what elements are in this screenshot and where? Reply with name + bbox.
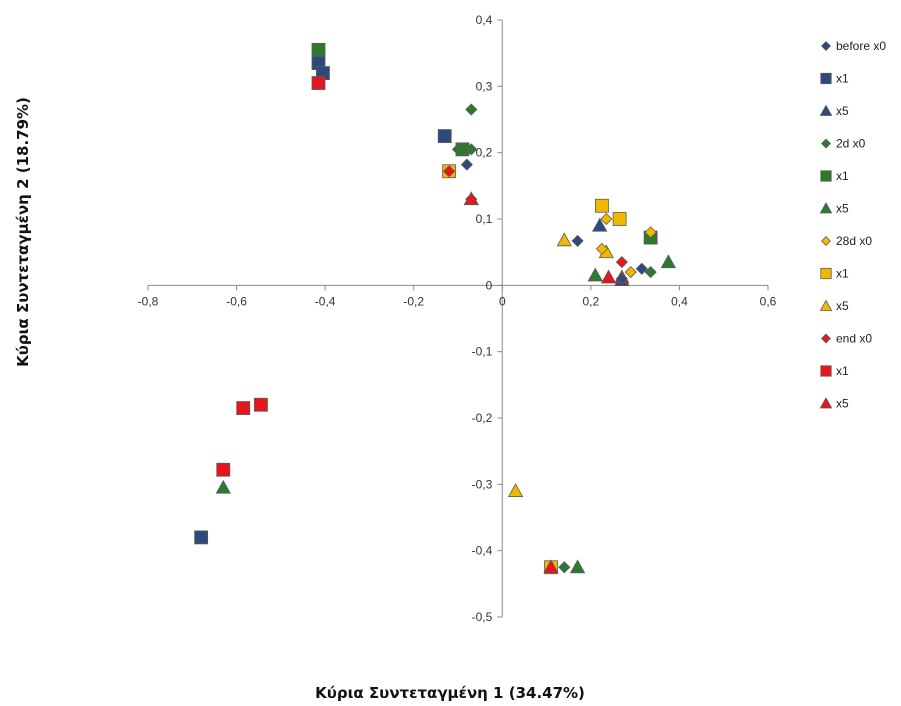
- data-point-square: [194, 530, 209, 545]
- x-tick-label: -0,6: [226, 294, 247, 308]
- data-point-square: [254, 397, 268, 412]
- data-point-triangle: [660, 254, 677, 269]
- y-tick-label: 0,4: [476, 13, 493, 27]
- data-point-diamond: [635, 262, 648, 275]
- data-point-square: [437, 129, 452, 143]
- data-point-diamond: [595, 242, 608, 255]
- x-tick-label: -0,4: [315, 294, 336, 308]
- y-tick-label: -0,5: [472, 610, 493, 624]
- data-point-diamond: [571, 234, 584, 247]
- legend-label: before x0: [836, 39, 886, 53]
- y-tick-label: 0,1: [476, 212, 493, 226]
- data-point-triangle: [569, 559, 586, 574]
- data-point-diamond: [644, 226, 657, 239]
- legend-label: x1: [836, 169, 849, 183]
- legend-label: x1: [836, 364, 849, 378]
- legend-label: x1: [836, 72, 849, 86]
- legend-label: x5: [836, 299, 849, 313]
- legend-label: 28d x0: [836, 234, 872, 248]
- data-point-diamond: [465, 143, 478, 156]
- data-points: [194, 42, 677, 575]
- data-point-diamond: [443, 165, 456, 178]
- data-point-diamond: [624, 266, 637, 279]
- x-tick-label: 0,6: [760, 294, 777, 308]
- y-axis-title: Κύρια Συντεταγμένη 2 (18.79%): [14, 97, 32, 367]
- legend-label: 2d x0: [836, 137, 866, 151]
- legend-marker-triangle: [819, 397, 833, 409]
- legend-label: x1: [836, 267, 849, 281]
- data-point-diamond: [465, 103, 478, 116]
- data-point-triangle: [215, 479, 231, 494]
- data-point-triangle: [600, 269, 617, 284]
- x-tick-label: 0: [499, 294, 506, 308]
- data-point-triangle: [592, 217, 608, 232]
- legend-marker-square: [820, 365, 832, 377]
- legend-marker-square: [820, 267, 832, 280]
- legend-marker-diamond: [821, 41, 831, 51]
- data-point-square: [216, 462, 231, 477]
- legend-label: x5: [836, 397, 849, 411]
- x-axis-title: Κύρια Συντεταγμένη 1 (34.47%): [315, 684, 585, 702]
- legend-label: end x0: [836, 332, 872, 346]
- data-point-triangle: [543, 559, 559, 574]
- data-point-diamond: [558, 561, 571, 574]
- legend-marker-triangle: [819, 104, 833, 116]
- data-point-diamond: [600, 212, 613, 226]
- data-point-diamond: [460, 158, 473, 171]
- y-tick-label: 0,3: [476, 79, 493, 93]
- x-tick-label: 0,2: [583, 294, 600, 308]
- x-tick-label: -0,2: [403, 294, 424, 308]
- data-point-square: [236, 401, 251, 415]
- data-point-square: [311, 42, 326, 57]
- data-point-square: [612, 212, 627, 226]
- legend-marker-square: [820, 72, 832, 85]
- x-tick-label: 0,4: [671, 294, 688, 308]
- legend-label: x5: [836, 202, 849, 216]
- legend-label: x5: [836, 104, 849, 118]
- data-point-triangle: [587, 267, 603, 282]
- legend-marker-square: [820, 170, 832, 182]
- legend-marker-triangle: [819, 202, 833, 214]
- y-tick-label: -0,3: [472, 477, 493, 491]
- legend: before x0 x1 x5 2d x0 x1 x5 28d x0 x1 x5 end x0 x1…: [819, 39, 886, 411]
- data-point-diamond: [465, 193, 478, 206]
- data-point-triangle: [507, 483, 524, 497]
- data-point-diamond: [615, 256, 628, 269]
- y-tick-labels: 0,4 0,3 0,2 0,1 0 -0,1 -0,2 -0,3 -0,4 -0,5: [472, 13, 493, 624]
- axes: [147, 19, 769, 618]
- y-tick-label: -0,2: [472, 411, 493, 425]
- x-tick-label: -0,8: [138, 294, 159, 308]
- data-point-triangle: [556, 232, 572, 247]
- y-tick-label: -0,1: [472, 345, 493, 359]
- x-tick-labels: -0,8 -0,6 -0,4 -0,2 0 0,2 0,4 0,6: [138, 294, 777, 308]
- legend-marker-diamond: [821, 236, 831, 246]
- legend-marker-diamond: [821, 333, 831, 344]
- data-point-square: [311, 76, 326, 90]
- legend-marker-diamond: [821, 138, 831, 149]
- y-tick-label: -0,4: [472, 544, 493, 558]
- y-tick-label: 0,2: [476, 146, 493, 160]
- legend-marker-triangle: [819, 299, 833, 311]
- data-point-diamond: [615, 272, 628, 285]
- y-tick-label: 0: [486, 278, 493, 292]
- data-point-diamond: [644, 266, 657, 279]
- data-point-square: [595, 198, 609, 213]
